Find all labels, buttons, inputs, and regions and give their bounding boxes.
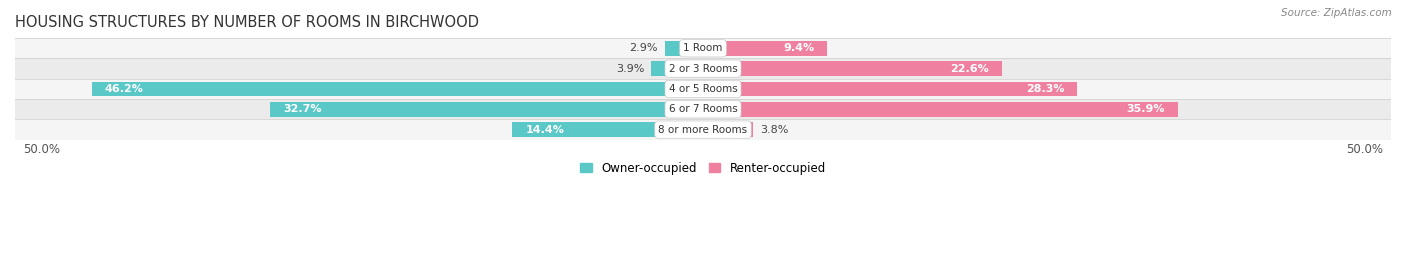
Text: 2.9%: 2.9%	[630, 43, 658, 53]
Text: 4 or 5 Rooms: 4 or 5 Rooms	[669, 84, 737, 94]
Bar	[703, 122, 754, 137]
Text: 9.4%: 9.4%	[783, 43, 814, 53]
Bar	[665, 41, 703, 56]
Bar	[270, 102, 703, 116]
Bar	[512, 122, 703, 137]
Text: 3.8%: 3.8%	[759, 125, 789, 134]
Text: 3.9%: 3.9%	[616, 63, 645, 74]
Text: 35.9%: 35.9%	[1126, 104, 1164, 114]
Bar	[15, 119, 1391, 140]
Text: 46.2%: 46.2%	[105, 84, 143, 94]
Text: 2 or 3 Rooms: 2 or 3 Rooms	[669, 63, 737, 74]
Text: Source: ZipAtlas.com: Source: ZipAtlas.com	[1281, 8, 1392, 18]
Text: HOUSING STRUCTURES BY NUMBER OF ROOMS IN BIRCHWOOD: HOUSING STRUCTURES BY NUMBER OF ROOMS IN…	[15, 15, 479, 30]
Bar	[15, 79, 1391, 99]
Bar	[703, 82, 1077, 96]
Bar	[91, 82, 703, 96]
Bar	[703, 102, 1178, 116]
Legend: Owner-occupied, Renter-occupied: Owner-occupied, Renter-occupied	[575, 157, 831, 180]
Text: 1 Room: 1 Room	[683, 43, 723, 53]
Text: 8 or more Rooms: 8 or more Rooms	[658, 125, 748, 134]
Text: 22.6%: 22.6%	[950, 63, 988, 74]
Bar	[15, 99, 1391, 119]
Text: 32.7%: 32.7%	[284, 104, 322, 114]
Bar	[651, 61, 703, 76]
Bar	[703, 41, 827, 56]
Bar	[15, 38, 1391, 58]
Text: 6 or 7 Rooms: 6 or 7 Rooms	[669, 104, 737, 114]
Bar	[703, 61, 1002, 76]
Bar	[15, 58, 1391, 79]
Text: 14.4%: 14.4%	[526, 125, 565, 134]
Text: 28.3%: 28.3%	[1026, 84, 1064, 94]
